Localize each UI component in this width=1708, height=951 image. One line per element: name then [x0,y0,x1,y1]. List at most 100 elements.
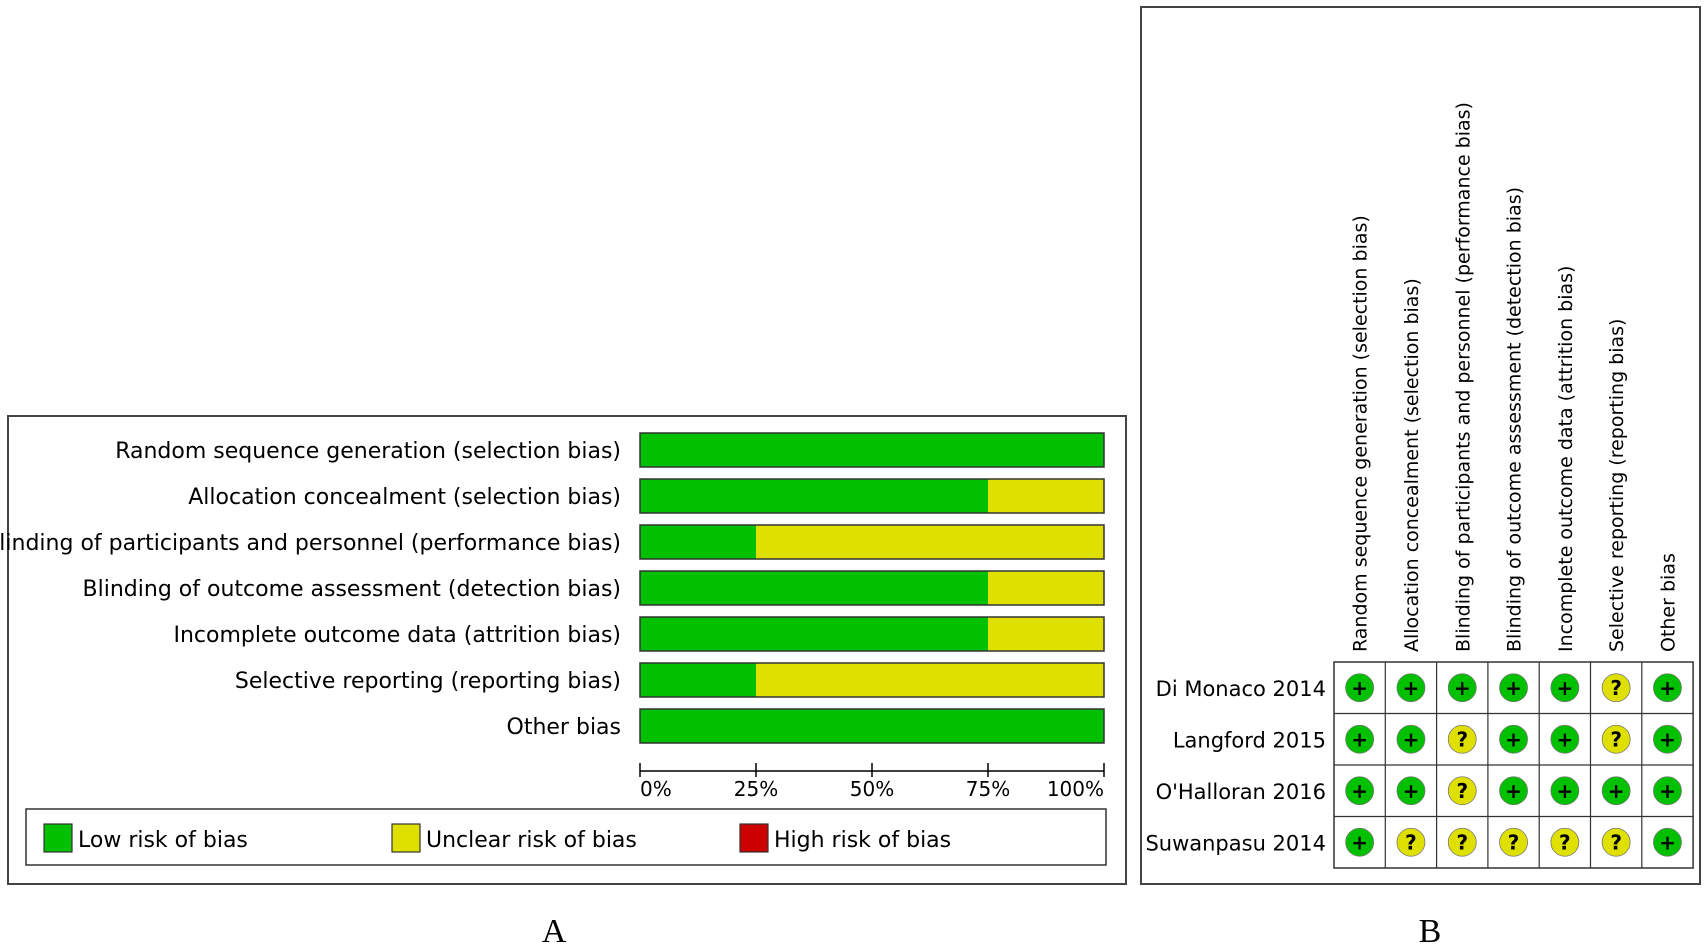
column-header: Random sequence generation (selection bi… [1350,215,1372,652]
rating-dot [1653,776,1682,806]
rating-dot [1396,724,1426,754]
rating-dot [1345,776,1375,806]
rating-dot [1601,724,1631,754]
legend-label: Low risk of bias [78,828,248,853]
rating-symbol: + [1351,676,1368,700]
legend-label: Unclear risk of bias [426,828,637,853]
rating-symbol: + [1505,727,1522,751]
rating-dot [1601,776,1631,806]
x-tick-label: 100% [1047,777,1104,801]
rating-dot [1499,776,1528,806]
rating-dot [1396,827,1426,857]
rating-dot [1653,673,1682,703]
bar-segment [988,571,1104,605]
column-header: Allocation concealment (selection bias) [1401,278,1423,652]
rating-symbol: ? [1456,830,1468,854]
column-header: Incomplete outcome data (attrition bias) [1555,266,1577,652]
legend-swatch [739,823,769,853]
rating-symbol: + [1556,779,1573,803]
x-tick-label: 75% [966,777,1010,801]
x-tick-label: 25% [734,777,778,801]
rating-dot [1396,673,1426,703]
rating-dot [1396,776,1426,806]
category-label: Other bias [507,715,621,740]
bar-outline [639,708,1105,744]
bar-outline [639,432,1105,468]
bar-segment [640,709,1104,743]
rating-dot [1345,673,1375,703]
bar-segment [640,525,756,559]
legend-box [25,808,1107,866]
rating-symbol: ? [1610,676,1622,700]
rating-dot [1447,776,1477,806]
bar-outline [639,524,1105,560]
rating-symbol: ? [1456,779,1468,803]
risk-of-bias-summary-chart: Random sequence generation (selection bi… [0,432,1107,866]
rating-symbol: + [1659,830,1676,854]
study-label: Di Monaco 2014 [1156,677,1326,701]
rating-dot [1447,724,1477,754]
bar-segment [640,571,988,605]
bar-segment [640,479,988,513]
rating-dot [1499,724,1528,754]
column-header: Blinding of outcome assessment (detectio… [1504,187,1526,652]
rating-symbol: + [1351,779,1368,803]
rating-symbol: + [1403,779,1420,803]
bar-segment [640,663,756,697]
category-label: Blinding of outcome assessment (detectio… [83,577,621,602]
category-label: Selective reporting (reporting bias) [235,669,621,694]
category-label: Blinding of participants and personnel (… [0,531,621,556]
rating-symbol: + [1659,676,1676,700]
rating-symbol: ? [1610,830,1622,854]
rating-symbol: ? [1405,830,1417,854]
category-label: Incomplete outcome data (attrition bias) [174,623,622,648]
bar-outline [639,662,1105,698]
category-label: Random sequence generation (selection bi… [115,439,621,464]
rating-symbol: + [1403,727,1420,751]
rating-symbol: + [1608,779,1625,803]
rating-dot [1499,673,1528,703]
rating-symbol: + [1659,727,1676,751]
rating-symbol: ? [1559,830,1571,854]
risk-of-bias-graph-table: Random sequence generation (selection bi… [1145,102,1694,869]
legend-swatch [391,823,421,853]
panel-b-label: B [1419,913,1442,947]
legend-label: High risk of bias [774,828,951,853]
rating-dot [1550,724,1580,754]
rating-symbol: + [1351,830,1368,854]
rating-dot [1447,827,1477,857]
rating-dot [1447,673,1477,703]
rating-dot [1601,827,1631,857]
bar-segment [988,479,1104,513]
rating-symbol: + [1403,676,1420,700]
rating-symbol: + [1556,676,1573,700]
rating-symbol: + [1505,779,1522,803]
study-label: O'Halloran 2016 [1156,780,1326,804]
bar-segment [988,617,1104,651]
rating-symbol: + [1659,779,1676,803]
column-header: Blinding of participants and personnel (… [1452,102,1474,652]
bar-segment [640,617,988,651]
column-header: Other bias [1657,553,1679,652]
rating-symbol: ? [1610,727,1622,751]
rating-dot [1550,776,1580,806]
rating-dot [1601,673,1631,703]
category-label: Allocation concealment (selection bias) [188,485,621,510]
rating-symbol: + [1454,676,1471,700]
rating-dot [1653,724,1682,754]
rating-symbol: + [1351,727,1368,751]
study-label: Langford 2015 [1173,728,1326,752]
x-tick-label: 50% [850,777,894,801]
bar-outline [639,570,1105,606]
bar-segment [756,663,1104,697]
column-header: Selective reporting (reporting bias) [1606,319,1628,652]
bar-outline [639,616,1105,652]
rating-symbol: ? [1456,727,1468,751]
rating-dot [1345,724,1375,754]
legend-swatch [43,823,73,853]
bar-segment [756,525,1104,559]
study-label: Suwanpasu 2014 [1145,831,1326,855]
panel-a-label: A [542,913,567,947]
bar-outline [639,478,1105,514]
